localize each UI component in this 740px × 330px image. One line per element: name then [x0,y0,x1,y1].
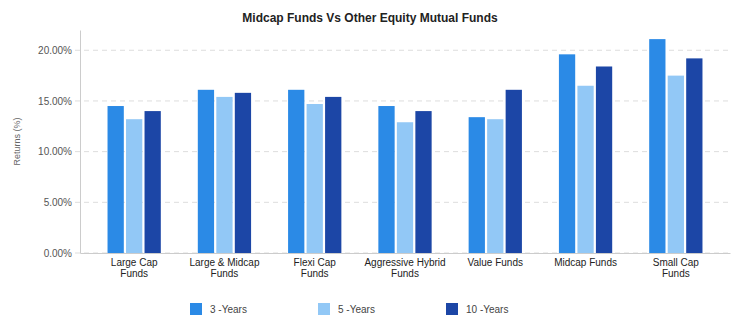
y-tick-label: 5.00% [44,197,72,208]
x-tick-label: Flexi CapFunds [294,257,337,279]
bar [668,76,684,253]
legend-label: 5 -Years [338,304,375,315]
y-tick-label: 15.00% [38,96,72,107]
x-tick: Small CapFunds [653,253,700,279]
bar [198,90,214,253]
x-tick-label: Value Funds [468,257,523,268]
bar [145,111,161,253]
legend-swatch [190,303,202,315]
bar [397,122,413,253]
y-tick: 5.00% [44,197,80,208]
bar [108,106,124,253]
x-axis: Large CapFunds Large & MidcapFunds Flexi C… [81,253,731,279]
grid-line [75,100,730,101]
legend-label: 10 -Years [466,304,508,315]
bar [559,54,575,253]
title: Midcap Funds Vs Other Equity Mutual Fund… [242,11,498,25]
bar [288,90,304,253]
legend: 3 -Years 5 -Years 10 -Years [190,303,508,315]
x-tick: Large CapFunds [111,253,158,279]
bar [506,90,522,253]
bar [596,66,612,253]
x-tick-label: Aggressive HybridFunds [364,257,445,279]
bar [235,93,251,253]
grid-line [75,50,730,51]
bars [108,39,703,253]
legend-item: 5 -Years [318,303,375,315]
chart: Midcap Funds Vs Other Equity Mutual Fund… [0,0,740,330]
y-axis-title: Returns (%) [12,117,22,165]
legend-item: 10 -Years [446,303,508,315]
bar [126,119,142,253]
x-tick: Flexi CapFunds [294,253,337,279]
x-tick-label: Midcap Funds [554,257,617,268]
bar [216,97,232,253]
y-tick: 10.00% [38,146,80,157]
legend-swatch [446,303,458,315]
bar [649,39,665,253]
bar [415,111,431,253]
bar-series [108,39,666,253]
x-axis-line [81,253,731,254]
x-tick: Aggressive HybridFunds [364,253,445,279]
y-axis: 0.00% 5.00% 10.00% 15.00% 20.00% [38,31,80,259]
bar [307,104,323,253]
x-tick-label: Large & MidcapFunds [189,257,259,279]
bar [487,119,503,253]
y-tick: 0.00% [44,248,80,259]
y-tick-label: 0.00% [44,248,72,259]
x-tick: Midcap Funds [554,253,617,268]
legend-swatch [318,303,330,315]
grid [75,50,730,253]
bar-series [145,58,703,253]
legend-label: 3 -Years [210,304,247,315]
bar [577,86,593,253]
y-tick: 15.00% [38,96,80,107]
y-tick-label: 20.00% [38,45,72,56]
bar [686,58,702,253]
legend-item: 3 -Years [190,303,247,315]
x-tick-label: Small CapFunds [653,257,700,279]
bar [469,117,485,253]
x-tick: Large & MidcapFunds [189,253,259,279]
y-axis-line [80,31,81,254]
y-tick: 20.00% [38,45,80,56]
bar [325,97,341,253]
x-tick-label: Large CapFunds [111,257,158,279]
bar [378,106,394,253]
y-tick-label: 10.00% [38,146,72,157]
x-tick: Value Funds [468,253,523,268]
